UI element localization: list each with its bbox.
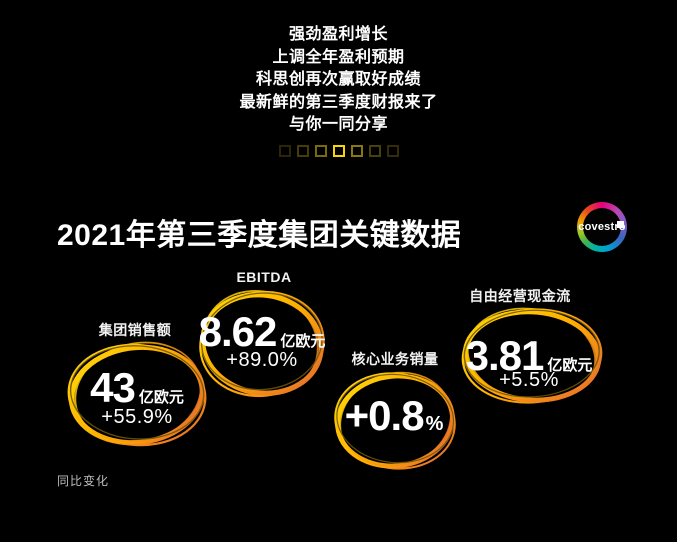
- metric-ebitda-label: EBITDA: [236, 269, 292, 285]
- carousel-square-5[interactable]: [350, 145, 363, 157]
- carousel-square-6[interactable]: [368, 145, 381, 157]
- hand-drawn-ring-cashflow: [461, 307, 603, 404]
- metric-volume-value: +0.8 %: [284, 395, 504, 437]
- header-line-3: 科思创再次赢取好成绩: [255, 71, 421, 88]
- carousel-square-7[interactable]: [386, 145, 399, 157]
- header-text: 强劲盈利增长 上调全年盈利预期 科思创再次赢取好成绩 最新鲜的第三季度财报来了 …: [0, 24, 677, 137]
- covestro-logo: covestro: [577, 202, 627, 252]
- metric-sales-value: 43 亿欧元: [27, 367, 247, 409]
- metric-ebitda-number: 8.62: [198, 308, 278, 355]
- metric-volume-number: +0.8: [344, 392, 425, 439]
- metric-ebitda-change: +89.0%: [226, 349, 298, 371]
- footnote-yoy: 同比变化: [57, 474, 110, 488]
- metric-sales-number: 43: [90, 364, 136, 411]
- metric-ebitda-unit: 亿欧元: [280, 333, 326, 350]
- header-line-5: 与你一同分享: [288, 116, 388, 133]
- header-line-2: 上调全年盈利预期: [272, 48, 405, 66]
- header-line-4: 最新鲜的第三季度财报来了: [239, 93, 438, 111]
- carousel-square-4-active[interactable]: [332, 145, 345, 157]
- header-line-1: 强劲盈利增长: [288, 26, 388, 43]
- metric-sales-label: 集团销售额: [98, 322, 172, 338]
- hand-drawn-ring-volume: [334, 371, 456, 470]
- metric-ebitda-value: 8.62 亿欧元: [152, 311, 372, 353]
- metric-cashflow-value: 3.81 亿欧元: [419, 335, 639, 377]
- hand-drawn-ring-sales: [67, 341, 207, 447]
- metric-volume-unit: %: [425, 413, 444, 435]
- carousel-indicator: [0, 145, 677, 157]
- logo-wordmark: covestro: [578, 221, 626, 233]
- metric-cashflow-change: +5.5%: [499, 369, 559, 391]
- carousel-square-2[interactable]: [296, 145, 309, 157]
- metric-volume-label: 核心业务销量: [351, 351, 439, 367]
- carousel-square-1[interactable]: [278, 145, 291, 157]
- logo-square-mark: [617, 221, 624, 228]
- hand-drawn-ring-ebitda: [199, 290, 325, 398]
- metric-cashflow-number: 3.81: [465, 332, 545, 379]
- metric-sales-unit: 亿欧元: [138, 389, 184, 406]
- metric-cashflow-unit: 亿欧元: [547, 357, 593, 374]
- page-title: 2021年第三季度集团关键数据: [57, 219, 462, 252]
- logo-inner: [583, 208, 621, 246]
- carousel-square-3[interactable]: [314, 145, 327, 157]
- metric-sales-change: +55.9%: [101, 406, 173, 428]
- metric-cashflow-label: 自由经营现金流: [469, 288, 571, 304]
